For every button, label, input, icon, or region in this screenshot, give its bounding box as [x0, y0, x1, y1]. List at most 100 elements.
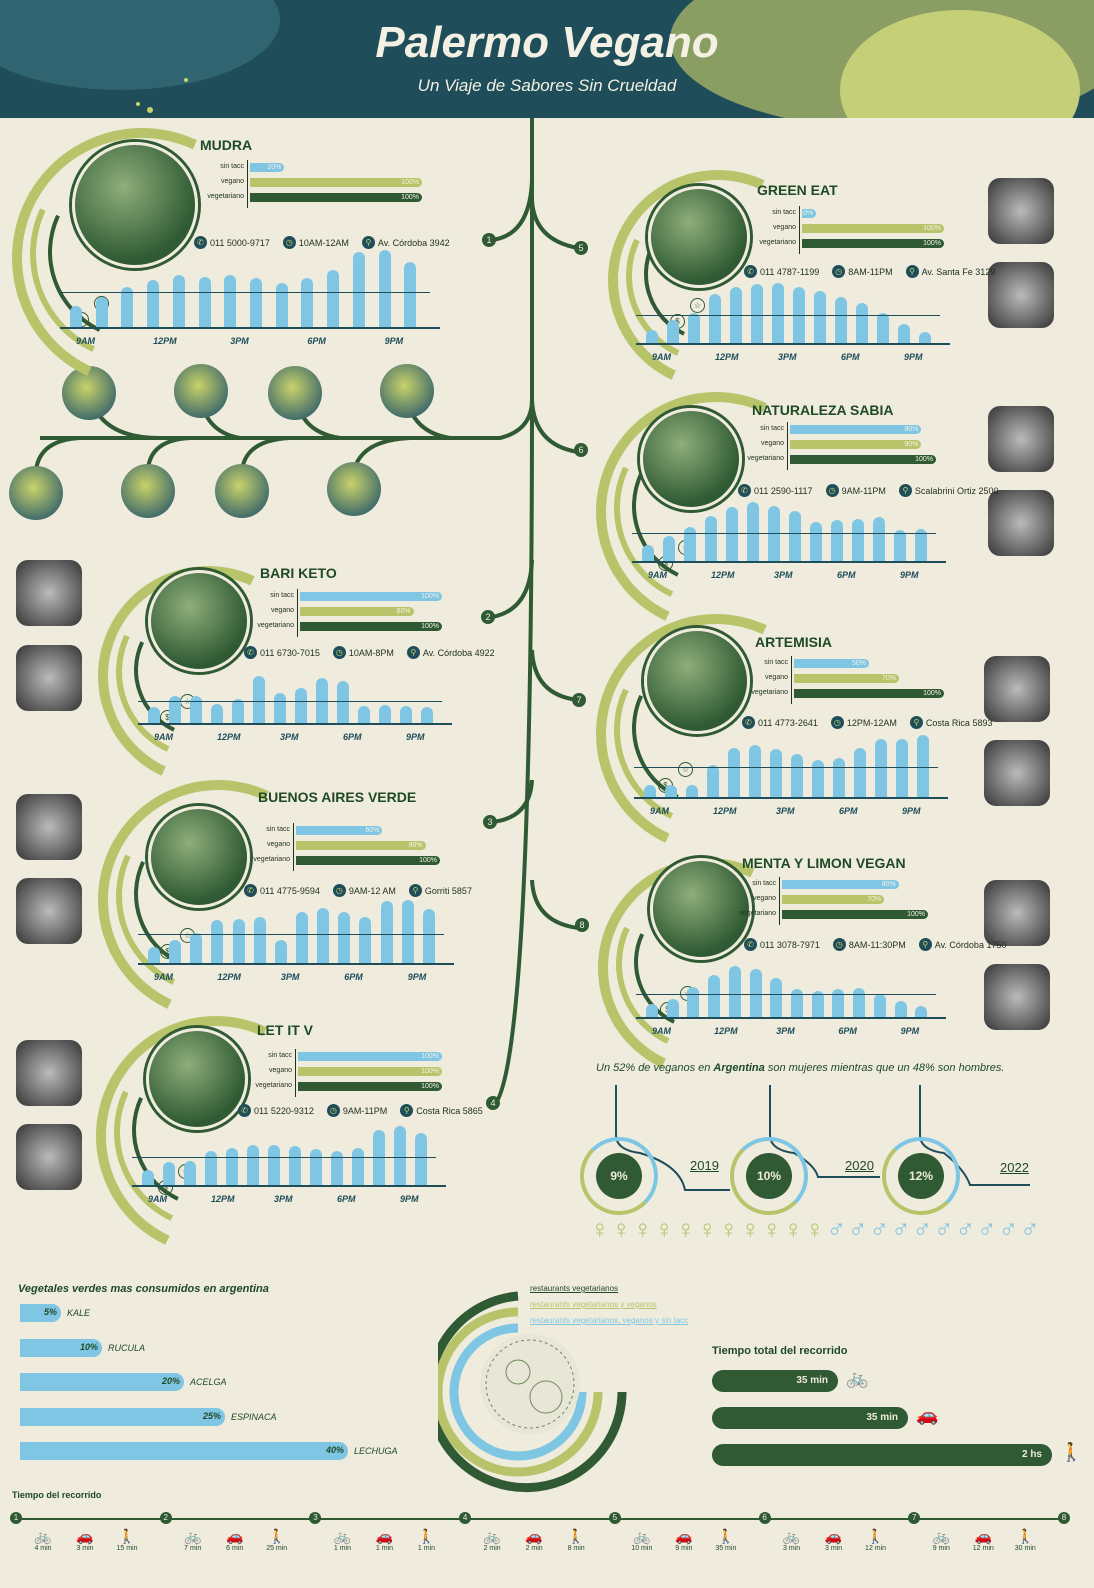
route-time-text: 8 min [567, 1545, 585, 1552]
diet-label: vegano [773, 224, 796, 231]
time-tick-label: 9AM [648, 570, 668, 580]
popular-times-bar [184, 1161, 196, 1186]
route-time: 🚲 7 min [176, 1527, 210, 1552]
vegetable-name: ESPINACA [231, 1411, 277, 1422]
route-time: 🚲 9 min [924, 1527, 958, 1552]
restaurant-photo [648, 186, 750, 288]
route-time-text: 3 min [783, 1545, 801, 1552]
clock-icon: ◷ [332, 646, 346, 659]
popular-times-bar [688, 313, 700, 344]
diet-bar-row: vegetariano 100% [739, 907, 928, 922]
diet-bar: 100% [250, 178, 422, 187]
diet-bar-row: vegano 70% [753, 892, 928, 907]
vegetable-percent: 40% [325, 1445, 344, 1455]
location-icon: ⚲ [918, 938, 932, 951]
popular-times-bar [644, 784, 656, 798]
location-icon: ⚲ [400, 1104, 414, 1117]
restaurant-name: GREEN EAT [757, 182, 838, 198]
popular-times-bar [853, 987, 866, 1018]
route-timeline [16, 1518, 1064, 1520]
diet-bars: sin tacc 50% vegano 70% vegetariano 100% [751, 656, 944, 704]
diet-bar-row: vegetariano 100% [257, 619, 442, 634]
route-time-title: Tiempo del recorrido [12, 1490, 102, 1500]
popular-times-bar [310, 1148, 322, 1186]
growth-ring: 12% [882, 1137, 960, 1215]
diet-value: 70% [867, 896, 882, 903]
food-photo [268, 366, 322, 420]
car-icon: 🚗 [916, 1405, 939, 1425]
popular-times-bar [667, 320, 679, 344]
popular-times-bar [211, 920, 224, 964]
popular-times-bar [211, 704, 223, 724]
popular-times-bar [915, 528, 927, 562]
route-time: 🚗 1 min [367, 1527, 401, 1552]
route-time-text: 30 min [1014, 1545, 1036, 1552]
route-time-text: 12 min [865, 1545, 887, 1552]
walking-icon: 🚶 [717, 1528, 735, 1544]
popular-times-bar [708, 975, 721, 1018]
popular-times-bar [894, 529, 906, 562]
popular-times-bar [770, 978, 783, 1018]
diet-bars: sin tacc 80% vegano 70% vegetariano 100% [739, 877, 928, 925]
time-tick-label: 9PM [904, 352, 923, 362]
time-tick-label: 6PM [343, 732, 362, 742]
diet-bar: 100% [790, 455, 936, 464]
man-icon: ♂ [912, 1214, 933, 1244]
popular-times-bar [728, 747, 740, 798]
popular-times-average-line [632, 533, 936, 535]
growth-ring: 9% [580, 1137, 658, 1215]
route-time: 🚲 4 min [26, 1527, 60, 1552]
location-icon: ⚲ [898, 484, 912, 497]
woman-icon: ♀ [633, 1214, 653, 1244]
popular-times-bar [147, 279, 160, 328]
diet-bars: sin tacc 100% vegano 80% vegetariano 100% [257, 589, 442, 637]
time-tick-label: 6PM [337, 1194, 356, 1204]
legend-item: restaurants vegetarianos [530, 1284, 619, 1293]
popular-times-bar [169, 939, 182, 964]
diet-bars: sin tacc 20% vegano 100% vegetariano 100% [207, 160, 422, 208]
popular-times-bar [121, 287, 134, 328]
popular-times-bar [232, 699, 244, 724]
popular-times-chart [138, 674, 452, 725]
popular-times-bar [422, 908, 435, 964]
page-subtitle: Un Viaje de Sabores Sin Crueldad [417, 76, 677, 95]
diet-bar: 100% [298, 1082, 442, 1091]
diet-value: 100% [915, 456, 933, 463]
diet-bar-row: sin tacc 80% [752, 877, 928, 892]
woman-icon: ♀ [654, 1214, 675, 1244]
clock-text: 9AM-11PM [841, 485, 886, 496]
bicycle-icon: 🚲 [782, 1528, 801, 1544]
clock-text: 8AM-11:30PM [848, 939, 906, 950]
time-tick-label: 6PM [307, 336, 326, 346]
location-text: Av. Córdoba 4922 [422, 647, 495, 658]
popular-times-baseline [636, 343, 950, 345]
food-photo [215, 464, 269, 518]
route-time-text: 3 min [76, 1545, 94, 1552]
popular-times-bar [686, 784, 698, 798]
dish-photo [16, 560, 82, 626]
dish-photo [988, 262, 1054, 328]
phone-icon: ✆ [238, 1104, 251, 1117]
time-tick-label: 3PM [778, 352, 797, 362]
route-time: 🚗 12 min [966, 1527, 1000, 1552]
phone-text: 011 3078-7971 [760, 939, 820, 950]
man-icon: ♂ [1020, 1214, 1040, 1244]
route-time: 🚶 8 min [559, 1527, 593, 1552]
walking-icon: 🚶 [567, 1528, 585, 1544]
popular-times-bar [415, 1132, 427, 1186]
man-icon: ♂ [848, 1214, 868, 1244]
route-time: 🚗 3 min [68, 1527, 102, 1552]
total-time-value: 35 min [866, 1412, 898, 1423]
man-icon: ♂ [977, 1214, 997, 1244]
popular-times-bar [812, 759, 824, 798]
popular-times-bar [172, 274, 185, 328]
contact-info: ✆ 011 4775-9594 ◷ 9AM-12 AM ⚲ Gorriti 5857 [244, 884, 482, 897]
popular-times-bar [751, 284, 763, 344]
route-stop-number: 4 [459, 1512, 472, 1524]
route-stop-number: 1 [10, 1512, 22, 1524]
popular-times-bar [791, 988, 803, 1018]
diet-bar: 100% [250, 193, 422, 202]
popular-times-chart [60, 250, 440, 329]
time-tick-label: 3PM [280, 732, 299, 742]
food-photo [380, 364, 434, 418]
